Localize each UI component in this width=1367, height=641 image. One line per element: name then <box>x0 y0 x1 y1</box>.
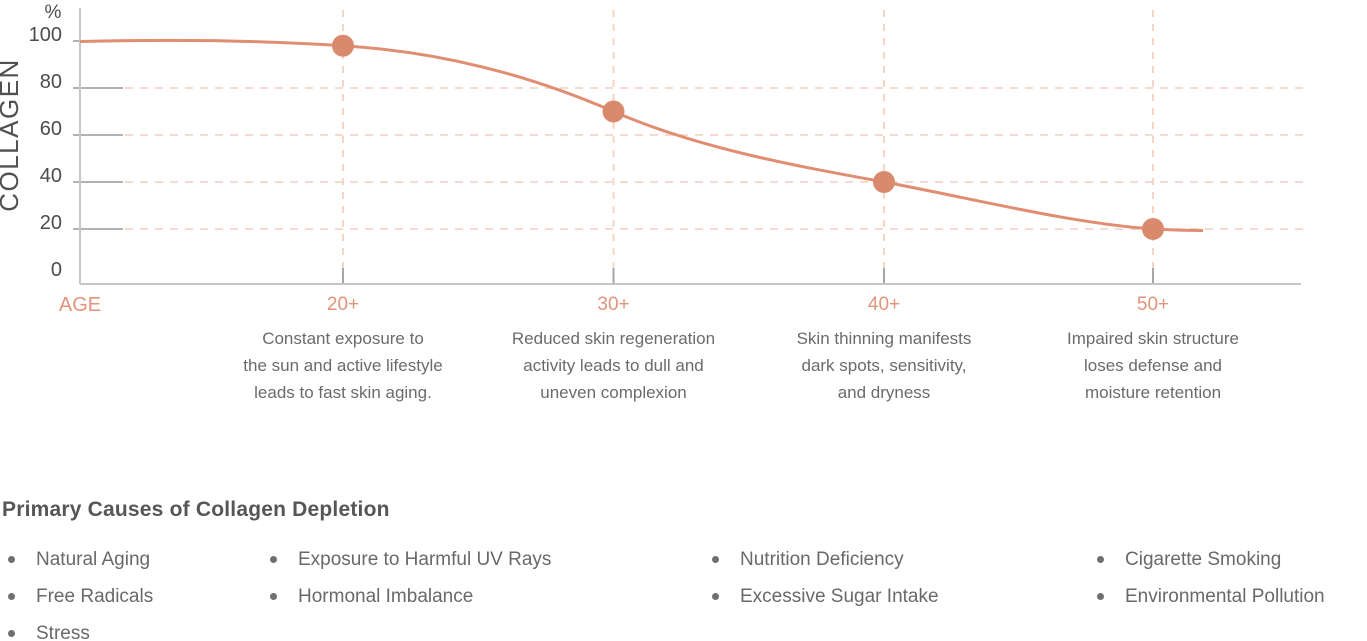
cause-label: Exposure to Harmful UV Rays <box>298 548 552 570</box>
cause-label: Free Radicals <box>36 585 154 607</box>
age-label: 50+ <box>1137 294 1169 315</box>
cause-item: Free Radicals <box>8 578 153 615</box>
y-tick-label: 40 <box>40 165 62 187</box>
causes-column-1: Natural Aging Free Radicals Stress <box>8 541 153 641</box>
description-line: Skin thinning manifests <box>796 329 972 348</box>
cause-item: Excessive Sugar Intake <box>712 578 939 615</box>
x-axis-title: AGE <box>59 294 101 316</box>
cause-item: Exposure to Harmful UV Rays <box>270 541 551 578</box>
cause-item: Environmental Pollution <box>1097 578 1325 615</box>
bullet-icon <box>8 593 15 600</box>
cause-label: Natural Aging <box>36 548 151 570</box>
causes-column-4: Cigarette Smoking Environmental Pollution <box>1097 541 1325 615</box>
bullet-icon <box>270 593 277 600</box>
cause-label: Excessive Sugar Intake <box>740 585 939 607</box>
data-point-marker <box>873 171 895 193</box>
cause-item: Stress <box>8 615 153 641</box>
cause-item: Nutrition Deficiency <box>712 541 939 578</box>
age-description-20plus: Constant exposure to the sun and active l… <box>193 325 493 406</box>
description-line: Impaired skin structure <box>1067 329 1239 348</box>
description-line: dark spots, sensitivity, <box>801 356 967 375</box>
bullet-icon <box>1097 593 1104 600</box>
description-line: uneven complexion <box>540 383 687 402</box>
y-tick-label: 60 <box>40 118 62 140</box>
cause-label: Cigarette Smoking <box>1125 548 1282 570</box>
description-line: loses defense and <box>1084 356 1222 375</box>
collagen-decline-chart: %100 80 60 40 20 0 COLLAGEN AGE 20+ 30+ 40+ 50+ <box>0 2 1303 316</box>
y-tick-label: 20 <box>40 212 62 234</box>
data-point-marker <box>332 34 354 57</box>
cause-label: Stress <box>36 622 90 641</box>
description-line: activity leads to dull and <box>523 356 704 375</box>
y-tick-label: 0 <box>51 259 62 281</box>
cause-item: Hormonal Imbalance <box>270 578 551 615</box>
bullet-icon <box>1097 556 1104 563</box>
age-description-50plus: Impaired skin structure loses defense and… <box>1003 325 1303 406</box>
causes-column-3: Nutrition Deficiency Excessive Sugar Inta… <box>712 541 939 615</box>
description-line: moisture retention <box>1084 383 1222 402</box>
cause-item: Cigarette Smoking <box>1097 541 1325 578</box>
cause-label: Hormonal Imbalance <box>298 585 474 607</box>
bullet-icon <box>8 556 15 563</box>
bullet-icon <box>712 556 719 563</box>
causes-heading: Primary Causes of Collagen Depletion <box>2 498 390 521</box>
age-label: 30+ <box>597 294 629 315</box>
cause-label: Nutrition Deficiency <box>740 548 904 570</box>
y-axis-title: COLLAGEN <box>0 58 24 212</box>
y-tick-label: 80 <box>40 71 62 93</box>
bullet-icon <box>712 593 719 600</box>
description-line: the sun and active lifestyle <box>243 356 443 375</box>
data-point-marker <box>1142 218 1164 240</box>
description-line: leads to fast skin aging. <box>254 383 432 402</box>
description-line: and dryness <box>837 383 931 402</box>
bullet-icon <box>8 630 15 637</box>
age-description-30plus: Reduced skin regeneration activity leads … <box>464 325 764 406</box>
cause-label: Environmental Pollution <box>1125 585 1325 607</box>
bullet-icon <box>270 556 277 563</box>
age-description-40plus: Skin thinning manifests dark spots, sensi… <box>734 325 1034 406</box>
age-label: 20+ <box>327 294 359 315</box>
description-line: Constant exposure to <box>262 329 424 348</box>
data-point-marker <box>602 100 625 123</box>
collagen-curve <box>79 38 1204 232</box>
description-line: Reduced skin regeneration <box>511 329 716 348</box>
causes-column-2: Exposure to Harmful UV Rays Hormonal Imba… <box>270 541 551 615</box>
percent-unit-label: % <box>45 2 62 23</box>
y-tick-label: 100 <box>29 24 62 46</box>
cause-item: Natural Aging <box>8 541 153 578</box>
age-label: 40+ <box>868 294 900 315</box>
